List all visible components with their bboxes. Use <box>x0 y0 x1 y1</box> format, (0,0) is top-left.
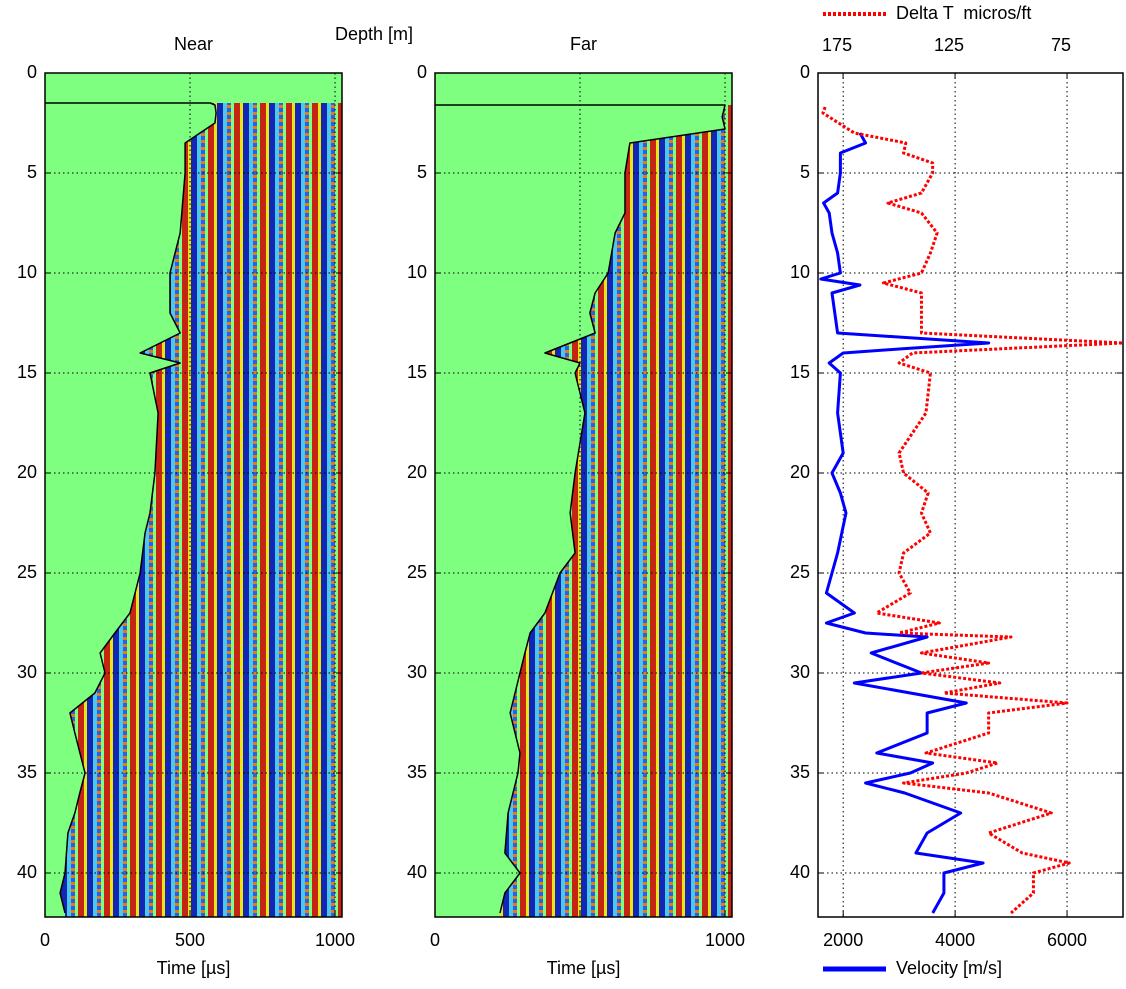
y-tick-label: 35 <box>17 762 37 782</box>
waveform-texture <box>499 105 732 917</box>
plot-area <box>818 73 1123 917</box>
x2-tick-label: 75 <box>1051 35 1071 55</box>
y-tick-label: 35 <box>790 762 810 782</box>
y-tick-label: 15 <box>407 362 427 382</box>
log-curve <box>819 132 991 914</box>
y-tick-label: 40 <box>407 862 427 882</box>
axes-frame <box>44 72 343 918</box>
y-tick-label: 15 <box>790 362 810 382</box>
axes-frame <box>434 72 733 918</box>
y-tick-label: 5 <box>417 162 427 182</box>
y-tick-label: 5 <box>27 162 37 182</box>
x-axis-label: Time [µs] <box>157 958 231 978</box>
x-tick-label: 4000 <box>935 930 975 950</box>
y-tick-label: 40 <box>790 862 810 882</box>
x-tick-label: 1000 <box>315 930 355 950</box>
panel-title: Near <box>174 34 213 54</box>
y-tick-label: 30 <box>407 662 427 682</box>
y-tick-label: 0 <box>800 62 810 82</box>
x-axis-label: Time [µs] <box>547 958 621 978</box>
y-tick-label: 25 <box>17 562 37 582</box>
y-tick-label: 20 <box>17 462 37 482</box>
x2-tick-label: 175 <box>822 35 852 55</box>
legend-label: Velocity [m/s] <box>896 958 1002 978</box>
x-tick-label: 500 <box>175 930 205 950</box>
y-tick-label: 0 <box>27 62 37 82</box>
y-tick-label: 20 <box>407 462 427 482</box>
y-tick-label: 10 <box>790 262 810 282</box>
y-tick-label: 25 <box>790 562 810 582</box>
y-axis-label: Depth [m] <box>335 24 413 44</box>
y-tick-label: 30 <box>17 662 37 682</box>
y-tick-label: 0 <box>417 62 427 82</box>
x-tick-label: 1000 <box>705 930 745 950</box>
y-tick-label: 5 <box>800 162 810 182</box>
x-tick-label: 2000 <box>823 930 863 950</box>
y-tick-label: 10 <box>17 262 37 282</box>
legend-label: Delta T micros/ft <box>896 3 1031 23</box>
x2-tick-label: 125 <box>934 35 964 55</box>
y-tick-label: 15 <box>17 362 37 382</box>
first-break-pick <box>435 104 726 914</box>
x-tick-label: 0 <box>430 930 440 950</box>
x-tick-label: 0 <box>40 930 50 950</box>
panel-title: Far <box>570 34 597 54</box>
plot-area <box>45 73 342 917</box>
y-tick-label: 40 <box>17 862 37 882</box>
y-tick-label: 30 <box>790 662 810 682</box>
plot-area <box>435 73 732 917</box>
y-tick-label: 35 <box>407 762 427 782</box>
first-break-pick <box>45 102 217 914</box>
y-tick-label: 20 <box>790 462 810 482</box>
y-tick-label: 25 <box>407 562 427 582</box>
y-tick-label: 10 <box>407 262 427 282</box>
log-curve <box>821 106 1123 915</box>
axes-frame <box>817 72 1124 918</box>
x-tick-label: 6000 <box>1047 930 1087 950</box>
waveform-texture <box>60 103 342 917</box>
